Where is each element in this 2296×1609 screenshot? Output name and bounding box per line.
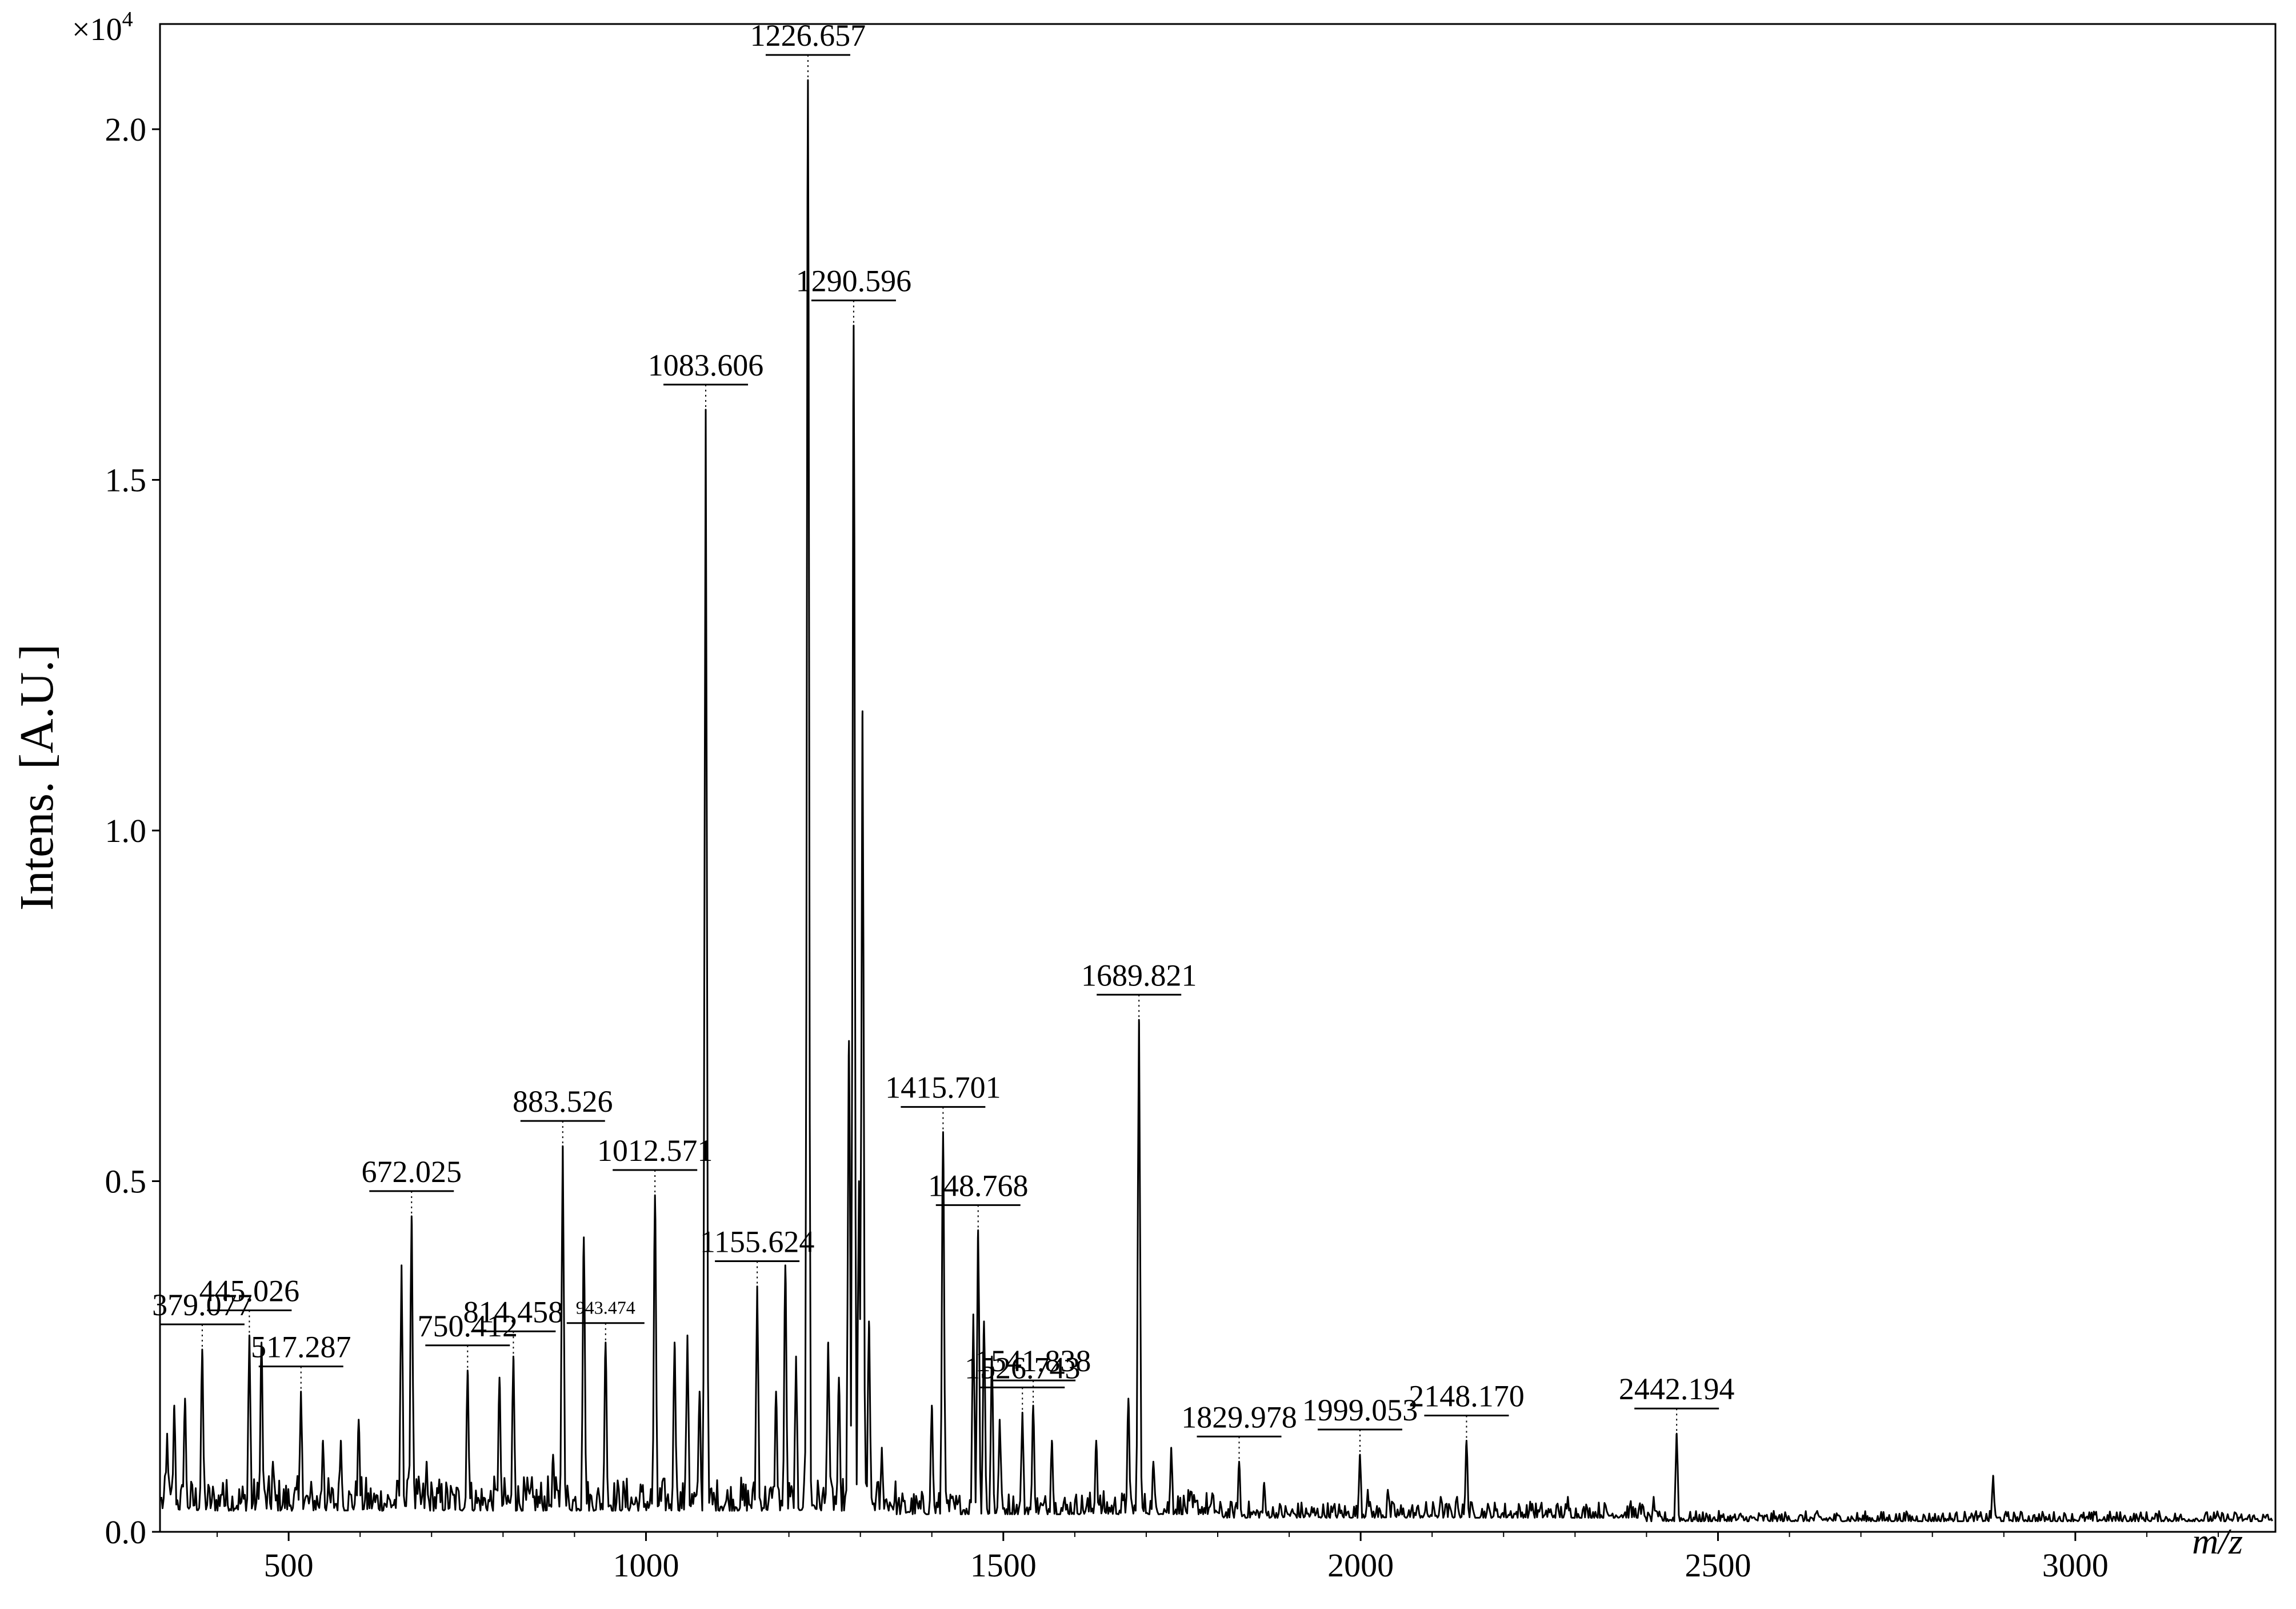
peak-label: 883.526	[513, 1084, 613, 1119]
peak-label: 672.025	[362, 1155, 462, 1189]
spectrum-line	[161, 79, 2273, 1523]
y-multiplier-base: ×10	[72, 12, 122, 47]
peak-label: 1999.053	[1302, 1393, 1418, 1427]
x-tick-label: 3000	[2042, 1547, 2109, 1584]
peak-callout: 1541.838	[975, 1344, 1091, 1404]
y-axis-ticks: 0.0 0.5 1.0 1.5 2.0	[105, 111, 160, 1551]
y-tick-label: 2.0	[105, 111, 147, 148]
peak-callout: 2442.194	[1619, 1372, 1735, 1432]
peak-callout: 1415.701	[885, 1071, 1001, 1130]
x-tick-label: 2500	[1685, 1547, 1751, 1584]
peak-label: 1226.657	[750, 18, 866, 53]
peak-callout: 1829.978	[1181, 1400, 1297, 1460]
peak-callout: 943.474	[566, 1297, 645, 1340]
peak-label: 1155.624	[700, 1225, 815, 1259]
peak-callout: 1526.743	[965, 1351, 1081, 1411]
peak-callout: 2148.170	[1409, 1379, 1525, 1439]
peak-callout: 148.768	[928, 1168, 1029, 1228]
peak-label: 379.077	[152, 1288, 253, 1322]
peak-callout: 1012.571	[597, 1133, 713, 1193]
peak-callout: 1290.596	[796, 264, 912, 324]
peak-callout: 379.077	[152, 1288, 253, 1347]
y-tick-label: 0.5	[105, 1163, 147, 1200]
y-tick-label: 1.0	[105, 812, 147, 849]
x-axis-ticks: 500 1000 1500 2000 2500 3000	[217, 1532, 2219, 1584]
peak-label: 148.768	[928, 1168, 1029, 1203]
peak-label: 1829.978	[1181, 1400, 1297, 1434]
peak-label: 943.474	[576, 1297, 635, 1318]
peak-label: 1290.596	[796, 264, 912, 298]
y-tick-label: 1.5	[105, 462, 147, 499]
y-axis-title: Intens. [A.U.]	[10, 644, 63, 911]
y-axis-multiplier: ×104	[72, 7, 133, 47]
x-tick-label: 1500	[970, 1547, 1037, 1584]
peak-label: 1083.606	[648, 348, 764, 382]
peak-callout: 1226.657	[750, 18, 866, 78]
peak-label: 1012.571	[597, 1133, 713, 1168]
peak-callout: 1155.624	[700, 1225, 815, 1284]
peak-label: 517.287	[251, 1330, 351, 1364]
spectrum-trace	[161, 79, 2273, 1523]
peak-callout: 750.412	[418, 1309, 518, 1368]
peak-callout: 883.526	[513, 1084, 613, 1144]
peak-callout: 1689.821	[1081, 958, 1197, 1018]
x-tick-label: 2000	[1327, 1547, 1394, 1584]
peak-callout: 814.458	[463, 1295, 564, 1355]
y-multiplier-exponent: 4	[122, 7, 133, 31]
peak-label: 1415.701	[885, 1071, 1001, 1105]
peak-callout: 672.025	[362, 1155, 462, 1214]
peak-callout: 1083.606	[648, 348, 764, 408]
x-axis-title: m/z	[2192, 1521, 2243, 1562]
x-tick-label: 1000	[613, 1547, 679, 1584]
peak-label: 2148.170	[1409, 1379, 1525, 1413]
x-tick-label: 500	[264, 1547, 314, 1584]
peak-callout: 445.026	[199, 1273, 300, 1333]
peak-label: 445.026	[199, 1273, 300, 1308]
y-tick-label: 0.0	[105, 1514, 147, 1551]
peak-label: 1689.821	[1081, 958, 1197, 992]
peak-label: 1541.838	[975, 1344, 1091, 1378]
peak-label: 814.458	[463, 1295, 564, 1329]
peak-callout: 1999.053	[1302, 1393, 1418, 1453]
peak-label: 750.412	[418, 1309, 518, 1343]
peak-callout: 517.287	[251, 1330, 351, 1390]
peak-label: 2442.194	[1619, 1372, 1735, 1406]
peak-label: 1526.743	[965, 1351, 1081, 1385]
